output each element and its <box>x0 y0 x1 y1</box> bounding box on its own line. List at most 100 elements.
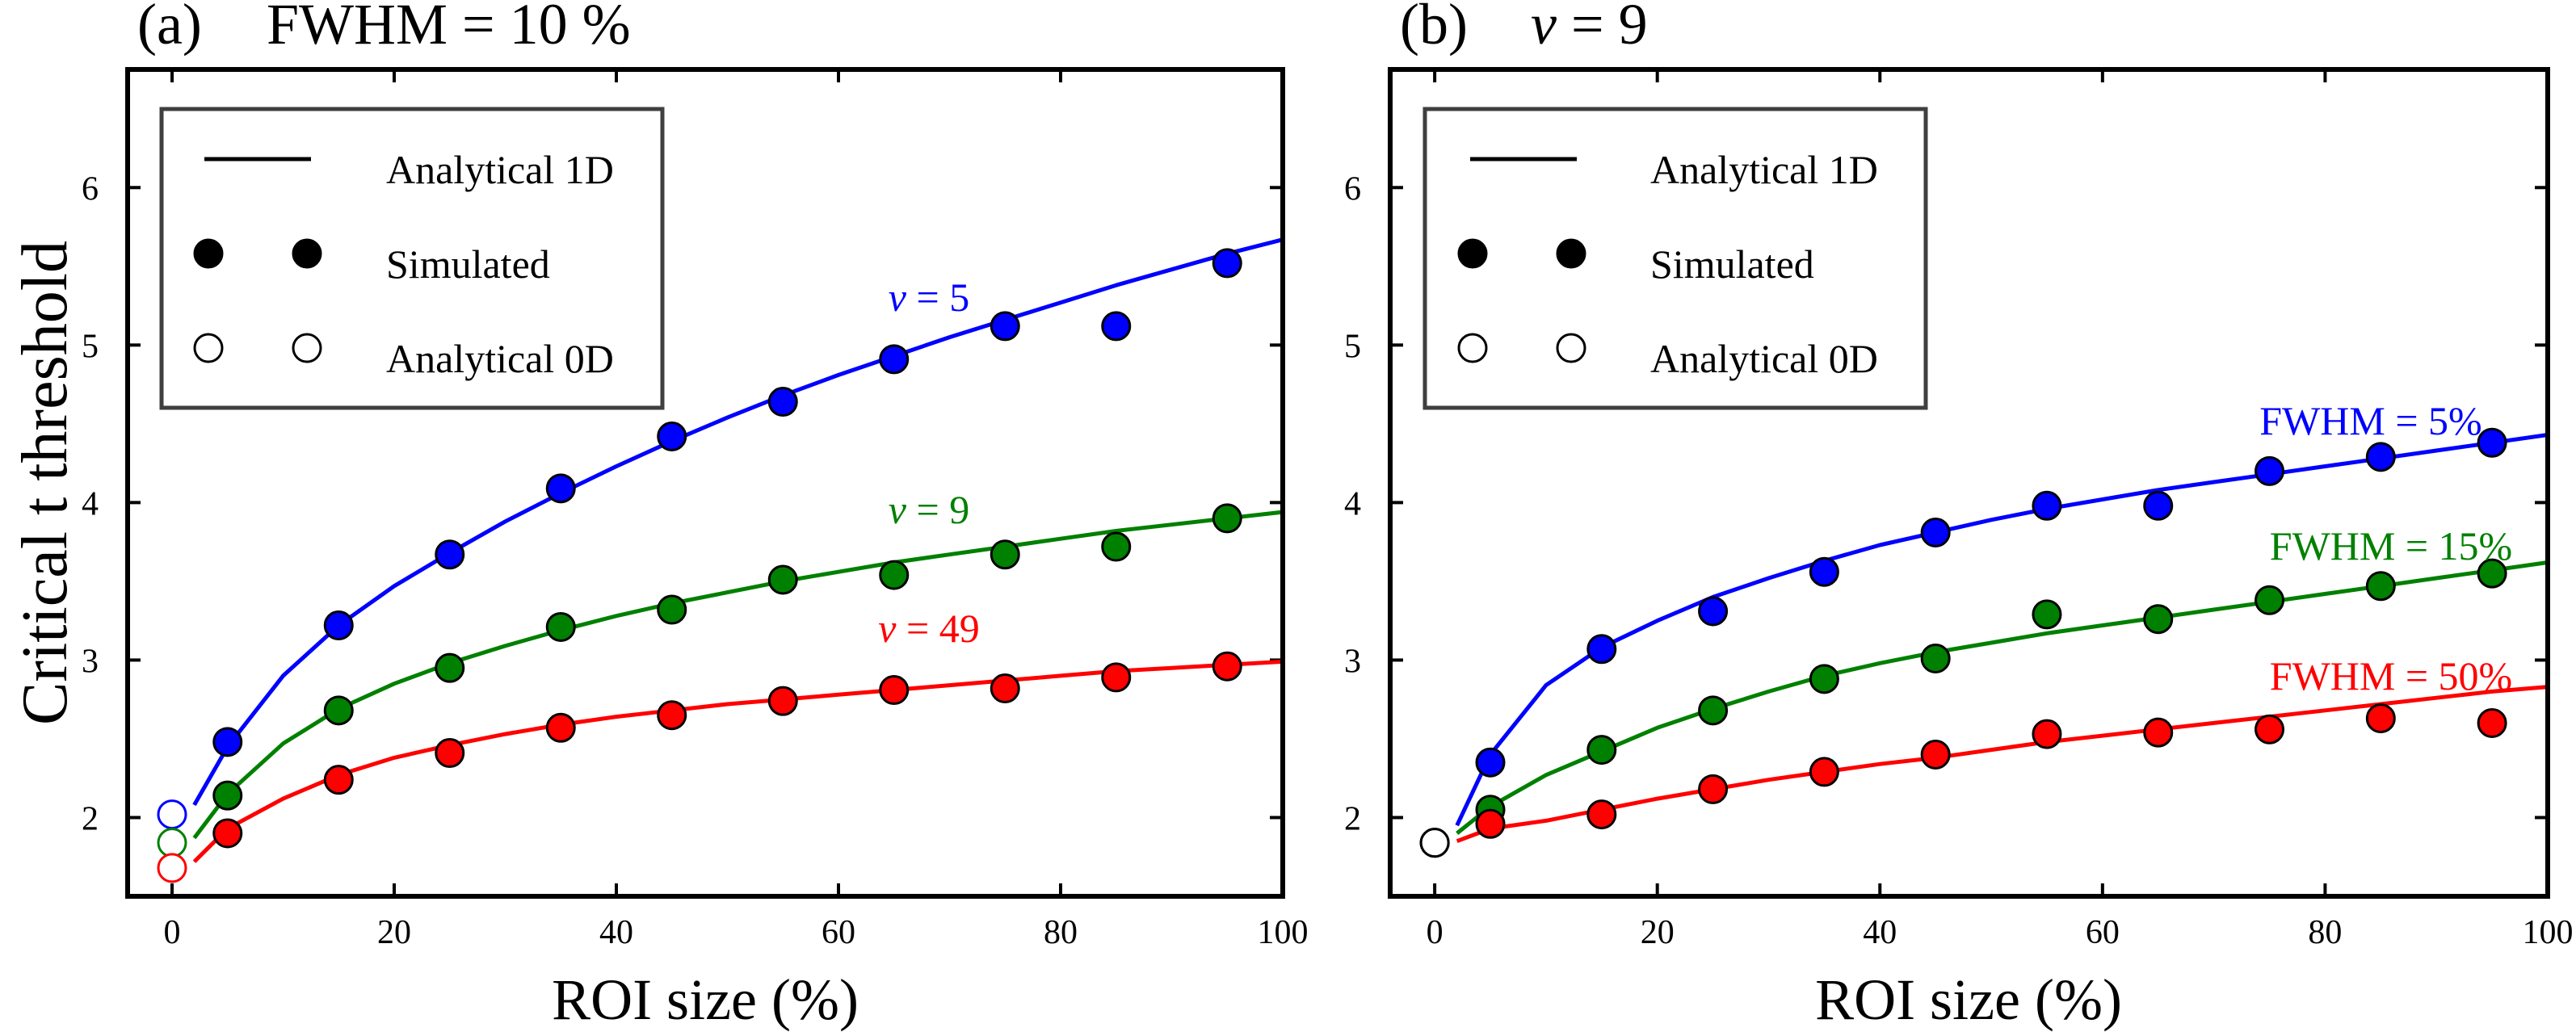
y-tick-label-a: 3 <box>82 643 99 680</box>
x-tick-label-a: 60 <box>822 914 855 951</box>
simulated-point-a-1 <box>879 560 910 590</box>
series-label-b-2: FWHM = 50% <box>2270 653 2512 698</box>
simulated-point-a-1 <box>657 594 687 625</box>
legend-open-marker-b <box>1556 333 1586 363</box>
x-tick-label-a: 20 <box>377 914 411 951</box>
x-axis-label-a: ROI size (%) <box>552 967 859 1032</box>
x-tick-label-b: 20 <box>1641 914 1675 951</box>
simulated-point-a-2 <box>990 673 1020 704</box>
simulated-point-a-2 <box>767 686 798 716</box>
legend-open-label-a: Analytical 0D <box>386 336 614 381</box>
x-tick-label-b: 0 <box>1427 914 1443 951</box>
legend-filled-marker-b <box>1457 238 1488 269</box>
analytical-0d-marker-a-0 <box>157 799 187 830</box>
legend-b: Analytical 1D Simulated Analytical 0D <box>1422 107 1928 410</box>
y-tick-label-a: 2 <box>82 800 99 837</box>
simulated-point-a-1 <box>990 539 1020 570</box>
analytical-0d-marker-a-1 <box>157 828 187 858</box>
simulated-point-a-0 <box>545 473 576 504</box>
y-tick-label-a: 6 <box>82 170 99 208</box>
simulated-point-a-2 <box>545 712 576 743</box>
simulated-point-a-1 <box>1212 503 1242 534</box>
simulated-point-a-0 <box>435 539 465 570</box>
simulated-point-a-2 <box>657 700 687 731</box>
simulated-point-b-0 <box>1586 634 1617 665</box>
simulated-point-b-1 <box>2365 571 2396 602</box>
legend-line-label-b: Analytical 1D <box>1650 147 1878 192</box>
panel-b: (b) ν = 9 0 20 40 60 80 100 2 3 4 5 6 FWHM = 5% FWHM… <box>1344 0 2574 1032</box>
panel-b-condition-value: = 9 <box>1557 0 1648 57</box>
simulated-point-b-2 <box>2255 714 2285 744</box>
simulated-point-b-0 <box>2255 455 2285 486</box>
x-tick-label-a: 0 <box>164 914 181 951</box>
x-tick-label-b: 80 <box>2308 914 2342 951</box>
simulated-point-b-1 <box>2032 599 2062 630</box>
simulated-point-b-2 <box>2032 719 2062 749</box>
series-label-a-1: ν = 9 <box>889 487 969 532</box>
axes-frame-b <box>1388 67 2550 899</box>
simulated-point-a-1 <box>767 564 798 595</box>
y-tick-label-b: 5 <box>1344 328 1361 365</box>
simulated-point-a-0 <box>212 727 243 757</box>
simulated-point-b-0 <box>1475 747 1506 778</box>
plot-area-b: 0 20 40 60 80 100 2 3 4 5 6 FWHM = 5% FWHM = 15% FWHM… <box>1344 69 2574 951</box>
legend-open-label-b: Analytical 0D <box>1650 336 1878 381</box>
simulated-point-b-0 <box>1698 596 1729 627</box>
simulated-point-b-1 <box>1809 664 1839 694</box>
legend-filled-label-b: Simulated <box>1650 241 1814 287</box>
simulated-point-b-2 <box>2365 703 2396 734</box>
simulated-point-b-1 <box>1698 695 1729 726</box>
panel-b-condition: ν = 9 <box>1531 0 1648 57</box>
simulated-point-a-2 <box>212 818 243 849</box>
analytical-0d-marker-b-2 <box>1419 828 1450 858</box>
series-label-b-0: FWHM = 5% <box>2259 398 2481 443</box>
series-label-symbol: ν <box>889 275 907 320</box>
y-tick-label-b: 3 <box>1344 643 1361 680</box>
simulated-point-b-1 <box>2477 558 2507 589</box>
legend-filled-marker-a <box>292 238 322 269</box>
simulated-point-b-2 <box>1809 757 1839 787</box>
simulated-point-a-1 <box>435 652 465 683</box>
simulated-point-b-1 <box>1586 735 1617 765</box>
simulated-point-b-0 <box>1920 517 1951 547</box>
x-tick-label-a: 80 <box>1044 914 1078 951</box>
series-label-value: = 9 <box>906 487 969 532</box>
simulated-point-b-0 <box>2032 490 2062 521</box>
x-axis-label-b: ROI size (%) <box>1815 967 2122 1032</box>
legend-filled-marker-a <box>193 238 224 269</box>
simulated-point-b-2 <box>2477 707 2507 738</box>
series-label-symbol: ν <box>878 606 897 651</box>
series-label-value: = 49 <box>897 606 980 651</box>
simulated-point-a-0 <box>990 311 1020 342</box>
simulated-point-b-1 <box>2255 585 2285 615</box>
series-label-a-2: ν = 49 <box>878 606 979 651</box>
simulated-point-b-0 <box>2365 442 2396 472</box>
simulated-point-b-0 <box>1809 556 1839 587</box>
simulated-point-b-0 <box>2143 490 2174 521</box>
simulated-point-b-1 <box>1920 643 1951 673</box>
legend-line-label-a: Analytical 1D <box>386 147 614 192</box>
simulated-point-a-0 <box>1101 311 1132 342</box>
simulated-point-b-2 <box>1475 808 1506 839</box>
series-label-a-0: ν = 5 <box>889 275 969 320</box>
y-tick-label-a: 4 <box>82 485 99 522</box>
analytical-1d-curve-a-1 <box>192 510 1284 840</box>
simulated-point-a-0 <box>657 421 687 451</box>
simulated-point-a-2 <box>435 738 465 769</box>
series-label-value: = 5 <box>906 275 969 320</box>
axes-frame-a <box>125 67 1285 899</box>
y-axis-label: Critical t threshold <box>10 241 81 725</box>
legend-filled-marker-b <box>1556 238 1586 269</box>
simulated-point-b-2 <box>2143 717 2174 748</box>
x-tick-label-b: 60 <box>2086 914 2120 951</box>
panel-a-condition: FWHM = 10 % <box>267 0 631 57</box>
simulated-point-a-2 <box>1101 662 1132 693</box>
y-tick-label-b: 2 <box>1344 800 1361 837</box>
legend-open-marker-a <box>193 333 224 363</box>
simulated-point-a-0 <box>879 344 910 375</box>
x-tick-label-a: 40 <box>599 914 633 951</box>
y-tick-label-a: 5 <box>82 328 99 365</box>
